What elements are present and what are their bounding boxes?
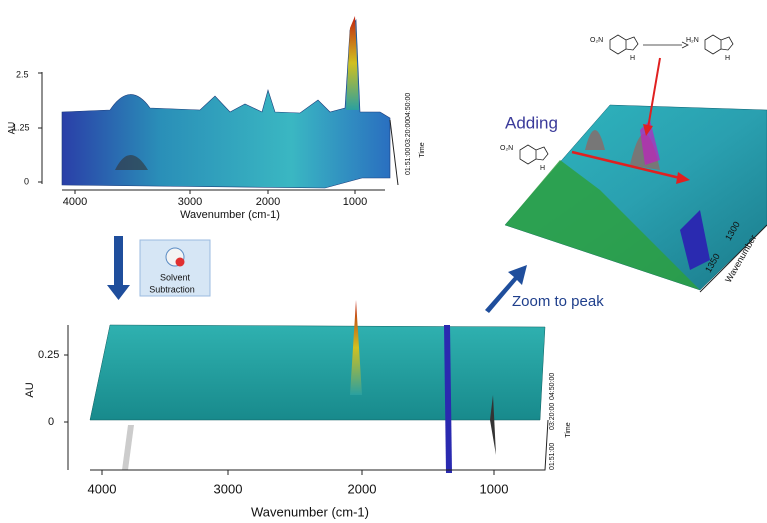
reaction-arrowhead [681,41,689,49]
time-tick-label: 04:50:00 [405,93,412,120]
time-tick-label: 01:51:00 [405,148,412,175]
red-arrowhead [676,172,690,184]
reactant-structure [609,34,639,55]
negative-band [680,210,710,270]
time-axis [389,119,399,186]
red-arrow [647,57,661,129]
reactant-group: O₂N [590,37,603,44]
x-axis-label: Wavenumber (cm-1) [180,209,280,221]
zoom-arrow [485,265,527,313]
y-axis-label: AU [24,382,36,397]
adding-structure [519,144,549,165]
x-tick-label: 1000 [343,196,367,208]
y-axis-label: AU [6,122,16,135]
peak [346,16,359,110]
x-tick-label: 3000 [214,481,243,496]
adding-label: Adding [505,113,558,132]
time-tick-label: 03:20:00 [549,403,556,430]
wavenumber-axis [699,224,767,293]
negative-band [490,395,496,455]
x-tick-label: 2000 [256,196,280,208]
down-arrow [107,236,130,300]
x-tick-label: 1000 [480,481,509,496]
y-tick-label: 0.25 [38,349,59,361]
zoom-plot: 1300 1350 Wavenumber Adding [504,57,767,293]
top-plot: 2.5 1.25 0 AU 4000 3000 2000 1000 Wavenu… [6,16,426,221]
y-tick-label: 2.5 [16,69,29,79]
peak [585,130,660,170]
adding-nh: H [540,165,545,172]
x-axis-label: Wavenumber (cm-1) [251,504,369,519]
time-axis-label: Time [565,422,572,437]
shadow [115,155,148,170]
x-axis [62,189,385,194]
negative-band [444,325,452,473]
waterfall [89,324,546,421]
product-group: H₂N [686,37,699,44]
red-arrowhead [643,124,653,136]
solvent-subtraction-button[interactable]: Solvent Subtraction [139,239,211,297]
molecules [519,34,734,165]
y-axis [38,72,43,184]
time-tick-label: 03:20:00 [405,120,412,147]
adding-group: O₂N [500,145,513,152]
x-tick-label: 2000 [348,481,377,496]
time-axis-label: Time [419,142,426,157]
y-tick-label: 0 [48,416,54,428]
y-tick-label: 0 [24,176,29,186]
x-tick-label: 3000 [178,196,202,208]
y-tick-label: 1.25 [12,122,30,132]
waterfall-front [505,160,700,290]
x-axis [90,419,549,475]
shadow [122,425,134,470]
red-arrow [571,150,681,180]
product-structure [704,34,734,55]
time-tick-label: 01:51:00 [549,443,556,470]
peak [350,300,362,395]
bottom-plot: 0.25 0 AU 4000 3000 2000 1000 Wavenumber… [24,300,572,519]
y-axis [64,325,69,470]
button-label: Subtraction [149,284,195,294]
minus-icon [175,257,185,267]
product-nh: H [725,55,730,62]
x-tick-label: 4000 [63,196,87,208]
waterfall [61,18,391,189]
button-label: Solvent [160,272,191,282]
x-tick-label: 4000 [88,481,117,496]
reactant-nh: H [630,55,635,62]
time-tick-label: 04:50:00 [549,373,556,400]
zoom-label: Zoom to peak [512,293,604,310]
